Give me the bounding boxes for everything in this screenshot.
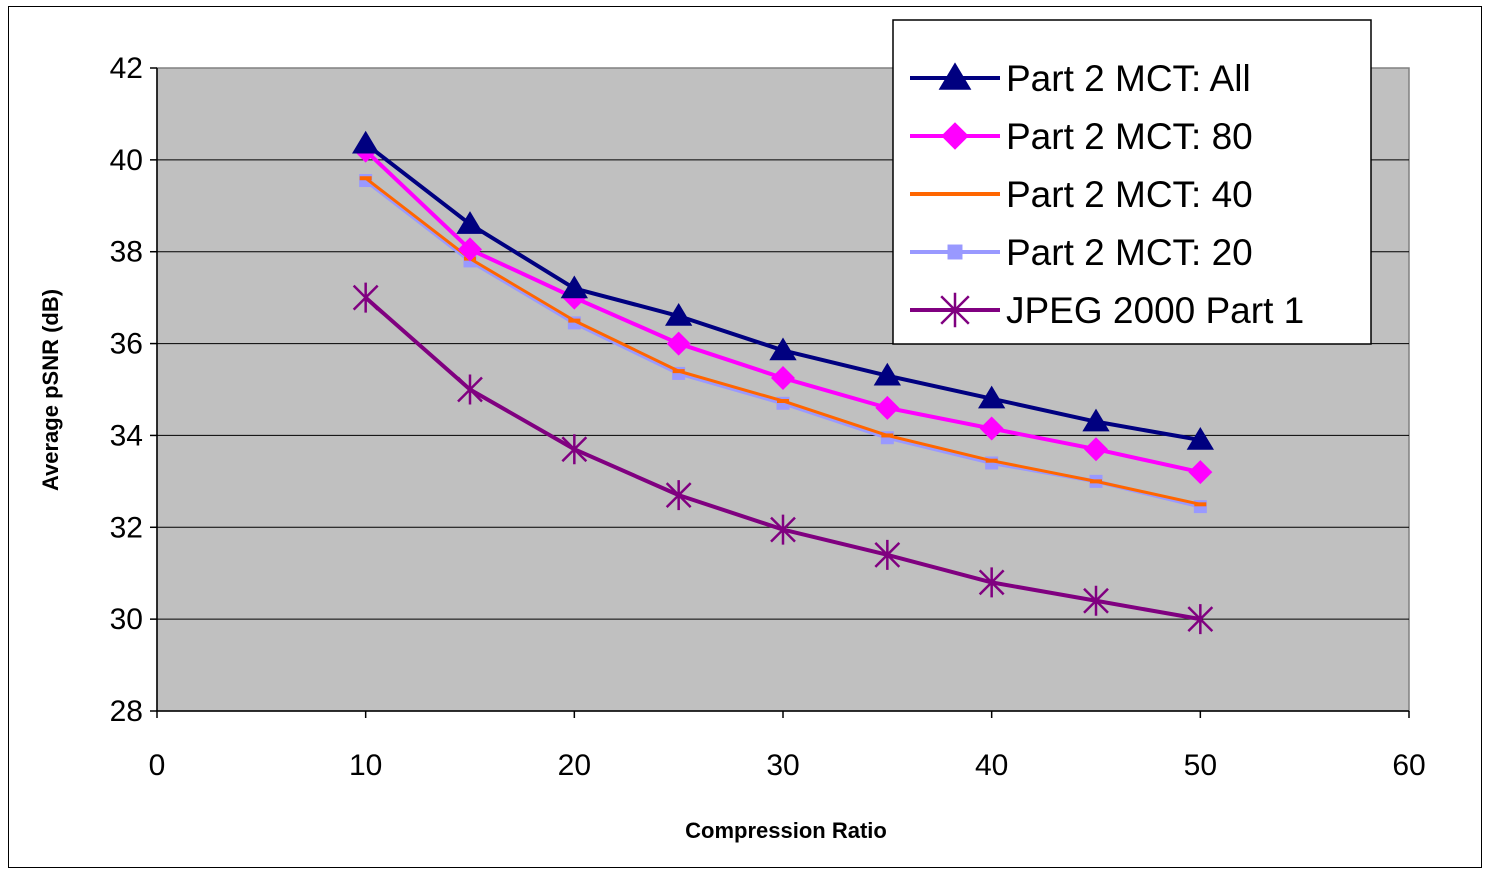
x-tick-label: 60 <box>1392 749 1425 782</box>
data-point <box>457 374 483 405</box>
legend-box <box>892 19 1372 345</box>
data-point <box>458 237 482 262</box>
series-2 <box>359 176 1207 507</box>
x-tick-label: 50 <box>1184 749 1217 782</box>
data-point <box>769 337 797 361</box>
legend-swatch-marker <box>947 244 963 260</box>
y-tick-label: 42 <box>110 52 143 85</box>
data-point-stroke <box>978 567 1005 598</box>
series-4 <box>352 282 1214 635</box>
series-0 <box>352 130 1214 450</box>
x-tick-label: 40 <box>975 749 1008 782</box>
data-point <box>1083 585 1109 616</box>
x-tick-label: 20 <box>558 749 591 782</box>
data-point <box>979 416 1004 441</box>
legend-entry: Part 2 MCT: All <box>910 58 1251 99</box>
x-tick-label: 0 <box>149 749 166 782</box>
data-point <box>1188 460 1213 485</box>
legend-entry: Part 2 MCT: 20 <box>910 232 1253 273</box>
legend-swatch-marker <box>941 122 969 150</box>
legend-swatch-marker-stroke <box>940 292 970 328</box>
legend-swatch-marker <box>938 62 972 90</box>
data-point-stroke <box>665 480 692 511</box>
data-point <box>666 331 691 356</box>
legend-swatch-marker <box>940 292 970 328</box>
legend-label: Part 2 MCT: 20 <box>1006 232 1253 273</box>
data-point-stroke <box>770 514 796 545</box>
legend-entry: Part 2 MCT: 80 <box>910 116 1253 157</box>
data-point <box>1186 427 1214 450</box>
data-point <box>1084 437 1108 462</box>
data-point-stroke <box>1187 604 1214 635</box>
legend: Part 2 MCT: All Part 2 MCT: 80 Part 2 MCT:… <box>892 19 1372 345</box>
data-point <box>561 434 588 465</box>
data-point <box>560 275 588 299</box>
data-point-stroke <box>874 539 901 570</box>
legend-entry: JPEG 2000 Part 1 <box>910 290 1304 331</box>
x-axis-title: Compression Ratio <box>685 818 887 843</box>
data-point-stroke <box>457 374 483 405</box>
data-point <box>665 303 693 326</box>
y-tick-label: 40 <box>110 144 143 177</box>
y-tick-label: 36 <box>110 328 143 361</box>
data-point <box>873 362 901 386</box>
y-tick-label: 38 <box>110 236 143 269</box>
data-point-stroke <box>561 434 588 465</box>
x-tick-label: 30 <box>766 749 799 782</box>
data-point <box>456 211 484 234</box>
y-tick-label: 30 <box>110 603 143 636</box>
legend-label: Part 2 MCT: 40 <box>1006 174 1253 215</box>
data-point <box>1187 604 1214 635</box>
x-tick-label: 10 <box>349 749 382 782</box>
data-point <box>352 282 379 313</box>
data-point-stroke <box>1083 585 1109 616</box>
data-point <box>978 567 1005 598</box>
data-point <box>771 366 795 391</box>
series-layer <box>352 130 1214 635</box>
data-point <box>665 480 692 511</box>
data-point <box>1082 408 1110 432</box>
axes: 28 30 32 34 36 38 40 42 0 10 20 30 40 50 60 <box>110 52 1426 782</box>
legend-label: Part 2 MCT: All <box>1006 58 1251 99</box>
legend-label: JPEG 2000 Part 1 <box>1006 290 1304 331</box>
data-point <box>874 539 901 570</box>
data-point-stroke <box>352 282 379 313</box>
data-point <box>875 395 900 420</box>
legend-entry: Part 2 MCT: 40 <box>910 174 1253 215</box>
y-tick-label: 34 <box>110 419 143 452</box>
data-point <box>770 514 796 545</box>
y-axis-title: Average pSNR (dB) <box>38 289 63 491</box>
series-1 <box>353 138 1213 485</box>
data-point <box>352 130 380 154</box>
y-tick-label: 32 <box>110 511 143 544</box>
legend-label: Part 2 MCT: 80 <box>1006 116 1253 157</box>
data-point <box>978 385 1006 409</box>
y-tick-label: 28 <box>110 695 143 728</box>
